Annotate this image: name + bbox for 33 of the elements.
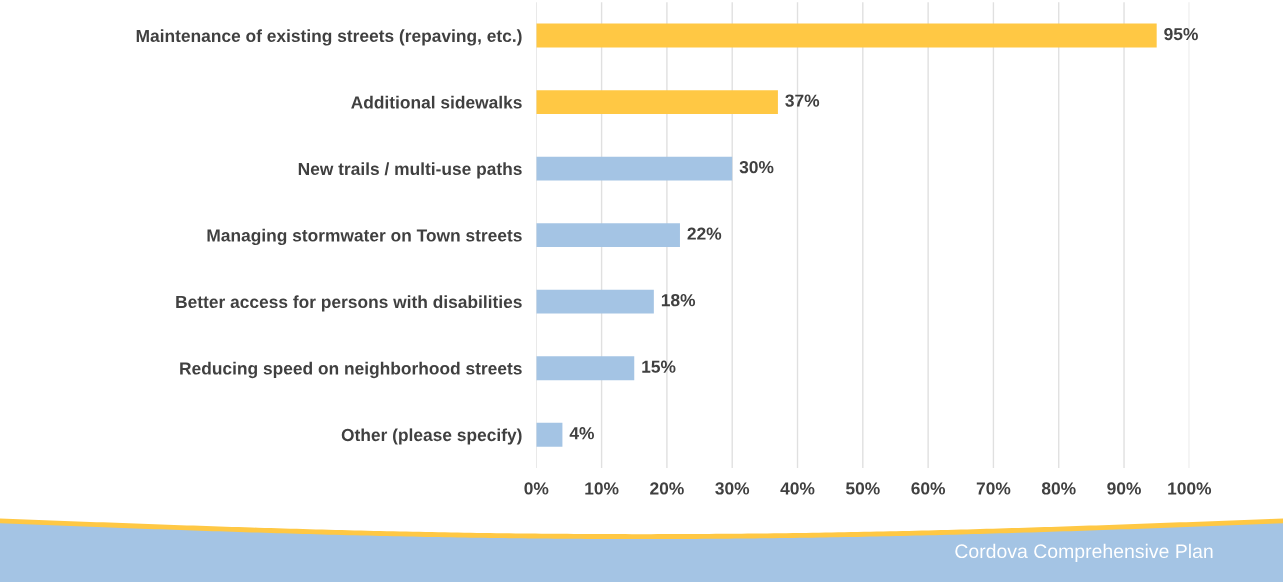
data-label: 4%: [569, 427, 594, 440]
y-tick-label: Additional sidewalks: [351, 95, 522, 109]
x-tick-label: 70%: [976, 482, 1011, 495]
y-tick-label: Other (please specify): [341, 428, 522, 445]
x-tick-label: 20%: [650, 482, 684, 495]
bar: [536, 356, 635, 381]
x-tick-label: 100%: [1168, 482, 1212, 495]
text: Cordova Comprehensive Plan: [955, 543, 1213, 562]
y-tick-label: Better access for persons with disabilities: [176, 295, 522, 312]
data-label: 15%: [642, 360, 676, 373]
x-tick-label: 60%: [911, 482, 946, 495]
x-tick-label: 30%: [715, 482, 750, 495]
y-tick-label: Maintenance of existing streets (repaving, etc.): [136, 29, 522, 46]
data-label: 37%: [785, 94, 820, 107]
x-tick-label: 80%: [1041, 482, 1076, 495]
data-label: 22%: [687, 227, 722, 240]
y-tick-label: New trails / multi-use paths: [298, 162, 522, 179]
data-label: 18%: [661, 294, 696, 307]
x-tick-label: 10%: [585, 482, 619, 495]
y-tick-label: Managing stormwater on Town streets: [207, 228, 522, 246]
x-tick-label: 40%: [780, 482, 815, 495]
bar: [536, 156, 733, 181]
bar: [536, 90, 778, 115]
x-tick-label: 0%: [524, 482, 549, 495]
x-tick-label: 50%: [845, 482, 880, 495]
y-tick-label: Reducing speed on neighborhood streets: [180, 361, 522, 379]
bar: [536, 289, 654, 314]
bar: [536, 422, 563, 447]
bar: [536, 23, 1157, 48]
x-tick-label: 90%: [1107, 482, 1141, 495]
data-label: 95%: [1164, 27, 1198, 41]
data-label: 30%: [739, 160, 774, 174]
bar: [536, 223, 680, 248]
